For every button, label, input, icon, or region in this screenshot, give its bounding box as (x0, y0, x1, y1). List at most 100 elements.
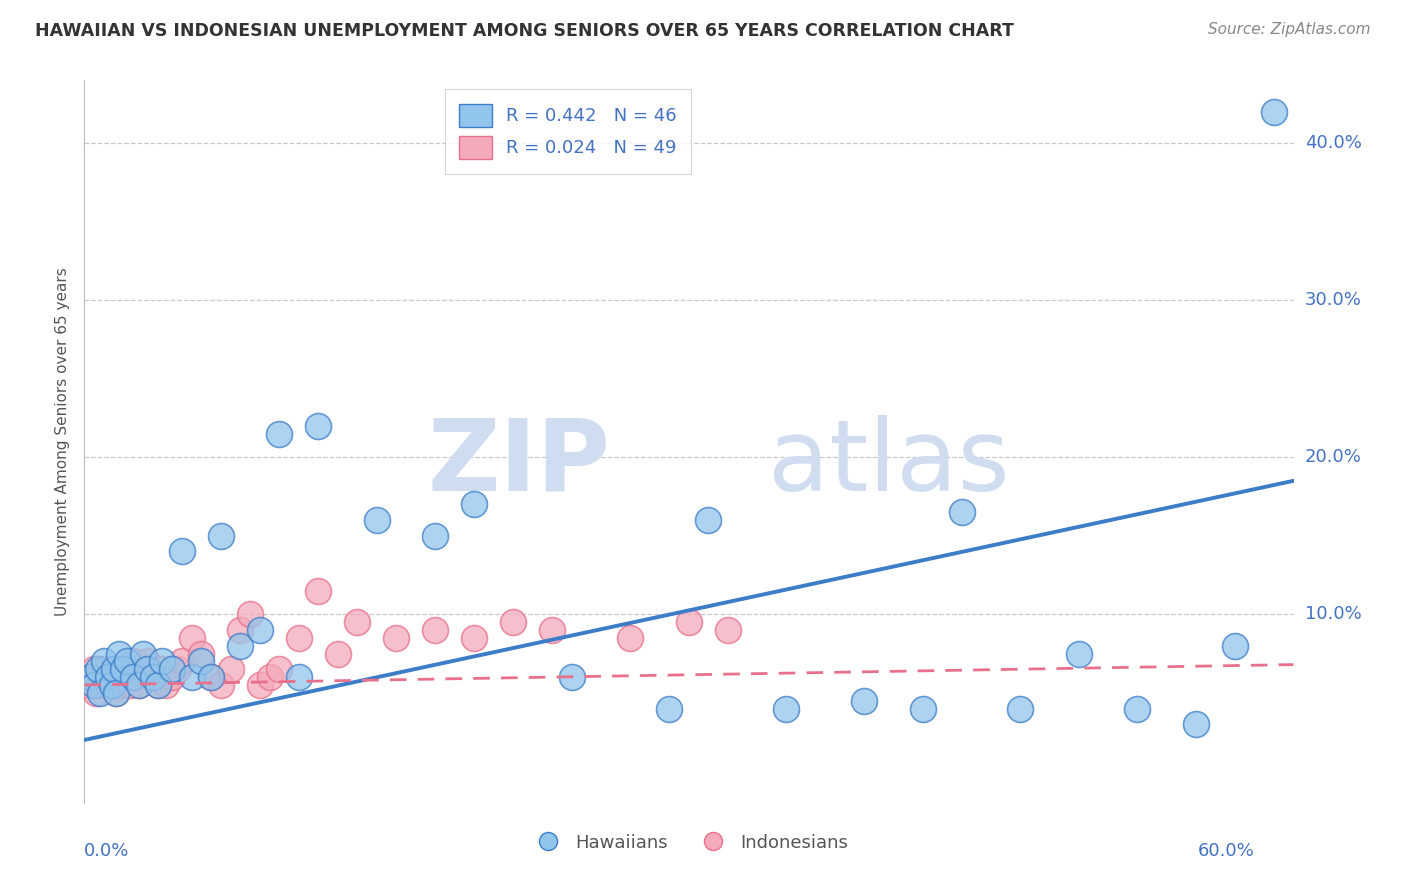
Point (132, 647, 155, 661)
Text: ZIP: ZIP (427, 415, 610, 512)
Text: 60.0%: 60.0% (1198, 842, 1254, 860)
Point (87, 662, 110, 676)
Point (1223, 639, 1246, 653)
Point (150, 662, 173, 676)
Point (82, 670, 104, 684)
Point (100, 678, 122, 692)
Text: atlas: atlas (768, 415, 1010, 512)
Point (463, 631, 485, 645)
Point (170, 544, 193, 558)
Point (269, 662, 291, 676)
Text: Source: ZipAtlas.com: Source: ZipAtlas.com (1208, 22, 1371, 37)
Point (128, 678, 150, 692)
Point (249, 623, 271, 637)
Point (97, 670, 120, 684)
Point (135, 662, 157, 676)
Point (219, 662, 242, 676)
Point (249, 678, 271, 692)
Point (190, 655, 212, 669)
Point (108, 647, 131, 661)
Point (83, 662, 105, 676)
Point (1067, 647, 1090, 661)
Point (89, 686, 111, 700)
Point (200, 670, 222, 684)
Point (209, 529, 232, 543)
Point (425, 623, 447, 637)
Point (148, 678, 170, 692)
Point (619, 631, 641, 645)
Point (239, 607, 262, 622)
Point (160, 662, 183, 676)
Point (124, 670, 146, 684)
Point (561, 670, 583, 684)
Point (950, 505, 973, 519)
Text: 20.0%: 20.0% (1305, 449, 1361, 467)
Point (658, 701, 681, 715)
Point (697, 513, 720, 527)
Point (200, 670, 222, 684)
Point (89, 678, 111, 692)
Point (93, 655, 115, 669)
Point (229, 623, 252, 637)
Point (97, 678, 120, 692)
Point (307, 418, 329, 433)
Point (142, 670, 165, 684)
Point (366, 513, 388, 527)
Point (148, 678, 170, 692)
Point (132, 662, 155, 676)
Point (93, 662, 115, 676)
Point (541, 623, 564, 637)
Point (135, 655, 157, 669)
Point (717, 623, 740, 637)
Point (385, 631, 408, 645)
Point (209, 678, 232, 692)
Point (167, 662, 190, 676)
Point (122, 670, 145, 684)
Point (79, 670, 101, 684)
Point (104, 686, 127, 700)
Point (83, 678, 105, 692)
Point (326, 647, 349, 661)
Text: 40.0%: 40.0% (1305, 134, 1361, 153)
Point (170, 655, 193, 669)
Point (93, 670, 115, 684)
Point (108, 678, 131, 692)
Point (122, 655, 145, 669)
Point (288, 670, 311, 684)
Point (853, 694, 876, 708)
Point (142, 670, 165, 684)
Text: 30.0%: 30.0% (1305, 291, 1361, 310)
Point (463, 497, 485, 511)
Point (1263, 104, 1285, 119)
Point (288, 631, 311, 645)
Point (911, 701, 934, 715)
Point (307, 583, 329, 598)
Point (128, 678, 150, 692)
Y-axis label: Unemployment Among Seniors over 65 years: Unemployment Among Seniors over 65 years (55, 268, 70, 615)
Point (77, 678, 100, 692)
Point (678, 615, 700, 630)
Legend: Hawaiians, Indonesians: Hawaiians, Indonesians (523, 826, 855, 859)
Point (180, 631, 202, 645)
Point (117, 655, 139, 669)
Point (103, 662, 125, 676)
Point (150, 655, 173, 669)
Point (84, 686, 107, 700)
Point (120, 678, 142, 692)
Text: 10.0%: 10.0% (1305, 606, 1361, 624)
Point (112, 662, 135, 676)
Point (160, 670, 183, 684)
Point (117, 662, 139, 676)
Point (502, 615, 524, 630)
Point (104, 686, 127, 700)
Point (190, 647, 212, 661)
Point (425, 529, 447, 543)
Point (775, 701, 797, 715)
Point (1126, 701, 1149, 715)
Point (1010, 701, 1032, 715)
Point (103, 662, 125, 676)
Point (259, 670, 281, 684)
Point (346, 615, 368, 630)
Point (155, 678, 177, 692)
Point (269, 426, 291, 441)
